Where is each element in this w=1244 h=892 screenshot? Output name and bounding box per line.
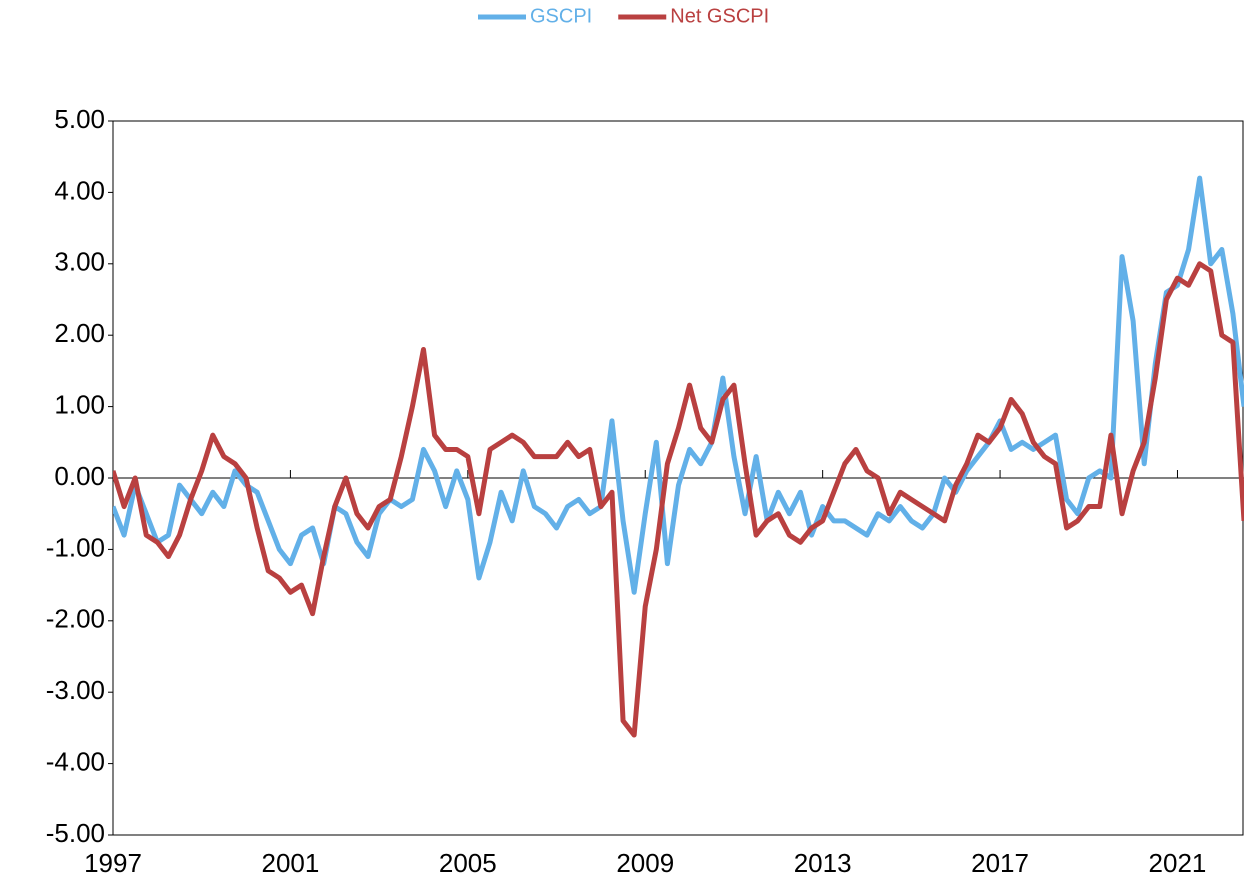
y-tick-label: -5.00 [46,818,105,848]
x-tick-label: 2005 [439,848,497,878]
y-tick-label: 5.00 [54,104,105,134]
y-tick-label: -1.00 [46,532,105,562]
x-tick-label: 2009 [616,848,674,878]
x-tick-label: 2017 [971,848,1029,878]
legend-label: GSCPI [530,5,592,27]
x-tick-label: 1997 [84,848,142,878]
y-tick-label: 1.00 [54,389,105,419]
y-tick-label: 4.00 [54,175,105,205]
plot-area [113,175,1244,738]
y-tick-label: 0.00 [54,461,105,491]
y-tick-label: -4.00 [46,746,105,776]
series-line [113,261,1244,738]
series-line [113,175,1244,595]
y-tick-label: -3.00 [46,675,105,705]
y-tick-label: 3.00 [54,247,105,277]
y-tick-label: 2.00 [54,318,105,348]
x-tick-label: 2013 [794,848,852,878]
y-tick-label: -2.00 [46,604,105,634]
x-tick-label: 2001 [261,848,319,878]
legend-label: Net GSCPI [670,5,769,27]
x-tick-label: 2021 [1149,848,1207,878]
